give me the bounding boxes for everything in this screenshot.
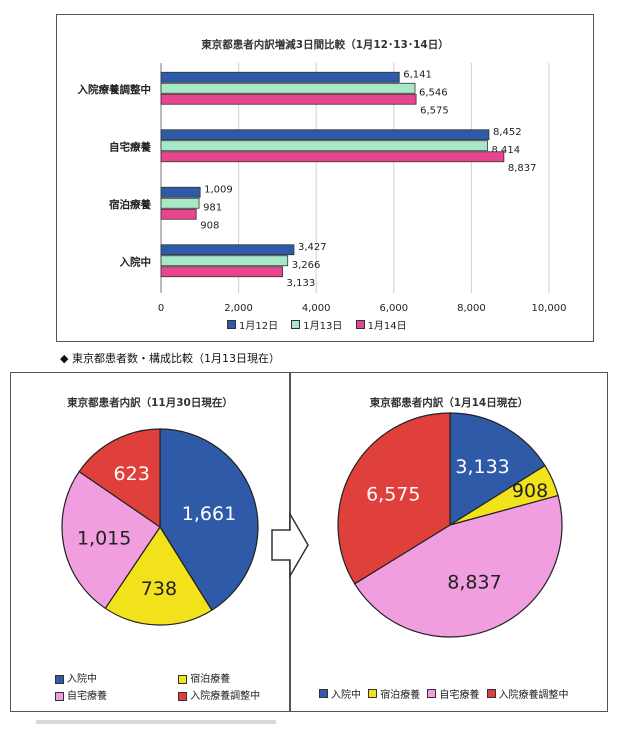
legend-item-hospitalized: 入院中	[55, 672, 165, 687]
legend-swatch	[55, 675, 64, 684]
bar-value-label: 3,133	[287, 278, 316, 289]
section-heading: ◆ 東京都患者数・構成比較（1月13日現在）	[60, 352, 280, 365]
pie-value-label: 908	[512, 480, 548, 502]
legend-label: 入院療養調整中	[498, 690, 569, 701]
legend-item-hotel: 宿泊療養	[368, 686, 420, 701]
pie-slice	[337, 412, 451, 585]
pie-slice	[104, 525, 213, 626]
x-tick-label: 6,000	[379, 303, 408, 314]
legend-label: 入院中	[331, 690, 361, 701]
bar-chart-legend: 1月12日 1月13日 1月14日	[227, 317, 417, 332]
legend-label: 宿泊療養	[380, 690, 421, 701]
pie-value-label: 3,133	[455, 456, 509, 478]
right-arrow-icon	[271, 511, 309, 579]
pie-legend-jan14: 入院中 宿泊療養 自宅療養 入院療養調整中	[319, 686, 569, 701]
pie-slice	[353, 494, 563, 638]
legend-swatch	[227, 320, 236, 329]
pie-value-label: 6,575	[366, 483, 420, 505]
legend-swatch	[291, 320, 301, 329]
legend-label: 入院中	[67, 674, 97, 685]
legend-swatch	[427, 689, 437, 698]
pie-slice	[78, 428, 161, 529]
pie-slice	[449, 412, 546, 527]
legend-item-day13: 1月13日	[291, 317, 342, 332]
bar-value-label: 6,575	[420, 105, 449, 116]
pie-slice	[61, 470, 161, 610]
bar-value-label: 8,414	[491, 145, 520, 156]
bar-value-label: 8,837	[508, 163, 537, 174]
category-label: 入院中	[120, 255, 152, 268]
bar	[160, 197, 200, 209]
x-tick-label: 10,000	[532, 303, 567, 314]
pie-value-label: 1,661	[182, 503, 236, 525]
legend-item-adjusting: 入院療養調整中	[178, 689, 260, 704]
bar	[160, 93, 417, 105]
legend-swatch	[486, 689, 496, 698]
pie-value-label: 8,837	[447, 572, 501, 594]
bar-chart-title: 東京都患者内訳増減3日間比較（1月12･13･14日）	[201, 39, 449, 51]
bar-value-label: 981	[203, 202, 222, 213]
legend-swatch	[178, 692, 188, 701]
x-tick-label: 8,000	[457, 303, 486, 314]
legend-swatch	[319, 689, 328, 698]
pie-value-label: 623	[114, 463, 150, 485]
legend-item-day12: 1月12日	[227, 317, 278, 332]
pie-chart-title-jan14: 東京都患者内訳（1月14日現在）	[369, 397, 529, 409]
legend-label: 宿泊療養	[190, 674, 231, 685]
bar-value-label: 8,452	[493, 127, 522, 138]
legend-item-home: 自宅療養	[55, 689, 165, 704]
legend-label: 1月14日	[367, 321, 407, 332]
bar	[160, 71, 400, 83]
legend-label: 1月13日	[303, 321, 343, 332]
bar	[160, 140, 488, 152]
legend-item-hotel: 宿泊療養	[178, 672, 230, 687]
bar-value-label: 6,546	[419, 87, 448, 98]
bar	[160, 266, 283, 278]
category-label: 自宅療養	[109, 140, 151, 153]
pie-chart-panel-jan14: 東京都患者内訳（1月14日現在） 3,133 908 8,837 6,575 入院中 …	[290, 372, 608, 712]
legend-label: 自宅療養	[439, 690, 480, 701]
bar	[160, 129, 490, 141]
bar	[160, 186, 201, 198]
pie-value-label: 1,015	[77, 528, 131, 550]
pie-chart-panel-nov30: 東京都患者内訳（11月30日現在） 1,661 738 1,015 623 入院中 宿…	[10, 372, 290, 712]
legend-label: 入院療養調整中	[190, 691, 261, 702]
category-label: 入院療養調整中	[78, 83, 152, 96]
legend-swatch	[178, 675, 188, 684]
x-tick-label: 2,000	[224, 303, 253, 314]
bar-value-label: 3,266	[292, 260, 321, 271]
bar-chart-panel: 東京都患者内訳増減3日間比較（1月12･13･14日） 0 2,000 4,000 6…	[56, 14, 594, 342]
bar	[160, 151, 505, 163]
x-tick-label: 0	[158, 303, 164, 314]
bar	[160, 255, 289, 267]
bar	[160, 82, 416, 94]
bar-value-label: 3,427	[298, 242, 327, 253]
legend-swatch	[55, 692, 64, 701]
legend-swatch	[355, 320, 365, 329]
legend-item-adjusting: 入院療養調整中	[486, 686, 569, 701]
bar-value-label: 908	[200, 220, 219, 231]
legend-item-hospitalized: 入院中	[319, 686, 361, 701]
bar	[160, 244, 295, 256]
category-label: 宿泊療養	[109, 198, 151, 211]
pie-chart-title-nov30: 東京都患者内訳（11月30日現在）	[67, 397, 233, 409]
bar-value-label: 1,009	[204, 184, 233, 195]
bar	[160, 208, 197, 220]
legend-swatch	[368, 689, 378, 698]
bar-value-label: 6,141	[403, 69, 432, 80]
legend-label: 1月12日	[239, 321, 279, 332]
x-tick-label: 4,000	[302, 303, 331, 314]
pie-slice	[159, 428, 259, 612]
bottom-strip	[36, 720, 276, 724]
pie-chart-nov30: 1,661 738 1,015 623	[61, 428, 259, 626]
pie-legend-nov30: 入院中 宿泊療養 自宅療養 入院療養調整中	[55, 672, 270, 706]
legend-item-day14: 1月14日	[355, 317, 407, 332]
pie-value-label: 738	[141, 578, 177, 600]
legend-item-home: 自宅療養	[427, 686, 479, 701]
legend-label: 自宅療養	[67, 691, 107, 702]
bar-chart: 0 2,000 4,000 6,000 8,000 10,000 入院療養調整中 6,141 6…	[78, 63, 567, 314]
